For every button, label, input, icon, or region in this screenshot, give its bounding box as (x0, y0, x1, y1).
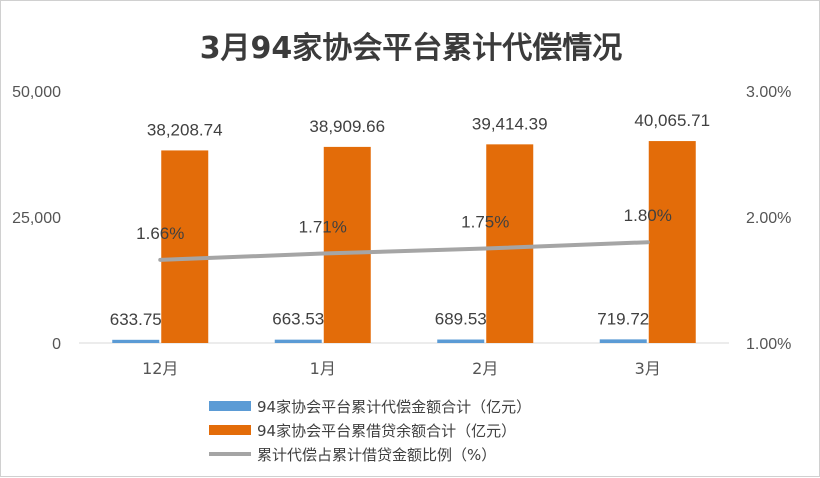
legend: 94家协会平台累计代偿金额合计（亿元） 94家协会平台累借贷余额合计（亿元） 累计代… (209, 398, 531, 464)
line-data-label: 1.80% (624, 206, 672, 225)
y-right-tick-label: 3.00% (746, 84, 791, 101)
chart-title: 3月94家协会平台累计代偿情况 (200, 31, 623, 66)
legend-swatch (209, 401, 251, 411)
legend-label: 94家协会平台累借贷余额合计（亿元） (257, 422, 516, 440)
legend-label: 累计代偿占累计借贷金额比例（%） (257, 446, 496, 464)
x-tick-label: 1月 (310, 359, 336, 378)
bar-series-1 (274, 339, 322, 343)
ratio-line (158, 240, 650, 262)
axes: 0 25,000 50,000 1.00% 2.00% 3.00% 12月 1月 2月 3月 (12, 84, 791, 378)
bar-series-1 (599, 339, 647, 343)
line-data-label: 1.75% (461, 213, 509, 232)
bar-data-label: 663.53 (272, 310, 324, 329)
bar-series-1 (112, 339, 160, 343)
y-left-tick-label: 50,000 (12, 84, 61, 101)
ratio-line-path (158, 240, 650, 262)
bar-data-label: 38,909.66 (309, 117, 385, 136)
bar-series-2 (648, 141, 696, 343)
data-labels: 633.75 38,208.74 663.53 38,909.66 689.53 39,4… (110, 111, 710, 329)
bar-data-label: 719.72 (597, 309, 649, 328)
y-left-tick-label: 0 (52, 336, 61, 353)
x-tick-label: 12月 (142, 359, 178, 378)
y-right-tick-label: 2.00% (746, 210, 791, 227)
line-data-label: 1.66% (136, 224, 184, 243)
line-data-label: 1.71% (299, 218, 347, 237)
legend-swatch (209, 425, 251, 435)
x-tick-label: 3月 (635, 359, 661, 378)
legend-label: 94家协会平台累计代偿金额合计（亿元） (257, 398, 531, 416)
bar-series-1 (437, 339, 485, 343)
bar-data-label: 633.75 (110, 310, 162, 329)
bar-series-2 (323, 146, 371, 343)
bar-data-label: 689.53 (435, 310, 487, 329)
bar-data-label: 39,414.39 (472, 114, 548, 133)
bar-series-2 (161, 150, 209, 343)
y-right-tick-label: 1.00% (746, 336, 791, 353)
bar-data-label: 40,065.71 (634, 111, 710, 130)
bars (112, 141, 696, 343)
y-left-tick-label: 25,000 (12, 210, 61, 227)
bar-data-label: 38,208.74 (147, 120, 223, 139)
x-tick-label: 2月 (472, 359, 498, 378)
bar-series-2 (486, 144, 534, 343)
